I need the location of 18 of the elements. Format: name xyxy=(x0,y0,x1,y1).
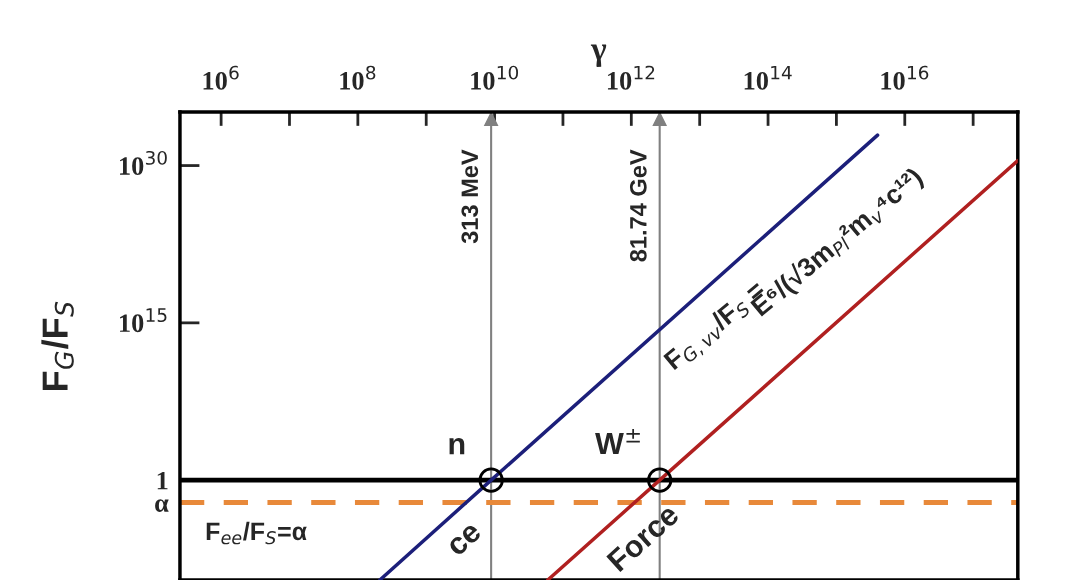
annotation: ce xyxy=(447,523,483,557)
y-tick-label: 10$^{30}$ xyxy=(120,150,167,175)
x-tick-label: 10$^{16}$ xyxy=(881,65,929,90)
x-tick-label: 10$^{6}$ xyxy=(203,65,239,90)
annotation: W$^{±}$ xyxy=(595,429,640,455)
x-tick-label: 10$^{12}$ xyxy=(607,65,655,90)
y-tick-label: 10$^{15}$ xyxy=(120,308,167,333)
x-tick-label: 10$^{10}$ xyxy=(471,65,519,90)
ref-line-label: 313 MeV xyxy=(461,149,479,244)
y-tick-label: 1 xyxy=(157,471,168,490)
y-tick-label: α xyxy=(155,499,169,512)
x-tick-label: 10$^{14}$ xyxy=(744,65,792,90)
ref-line-label: F$_{ee}$/F$_{S}$=α xyxy=(206,521,307,545)
y-axis-title: F$_{G}$/F$_{S}$ xyxy=(41,301,74,390)
x-axis-title: γ xyxy=(590,44,607,67)
x-tick-label: 10$^{8}$ xyxy=(340,65,376,90)
annotation: n xyxy=(449,437,465,455)
ref-line-label: 81.74 GeV xyxy=(629,149,647,262)
